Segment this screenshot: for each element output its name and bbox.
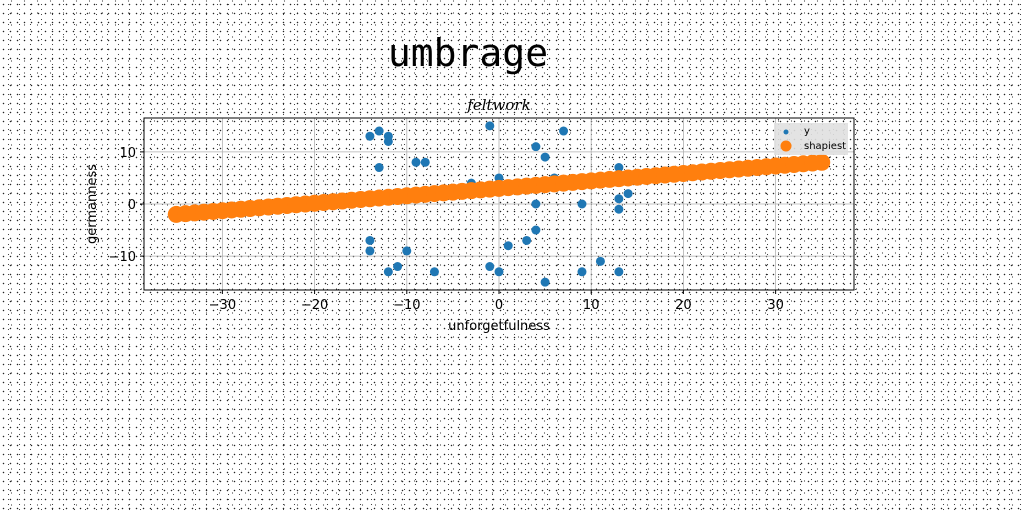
data-point-y — [365, 131, 375, 141]
data-point-y — [485, 121, 495, 131]
data-point-y — [411, 157, 421, 167]
data-point-y — [374, 126, 384, 136]
x-tick-label: 20 — [675, 298, 692, 313]
data-point-y — [623, 189, 633, 199]
y-tick-label: −10 — [109, 250, 136, 265]
axis-ticks: −30 −20 −10 0 10 20 30 −10 0 10 — [109, 146, 784, 313]
data-point-y — [531, 142, 541, 152]
series-shapiest — [167, 153, 831, 223]
data-point-y — [540, 277, 550, 287]
legend-marker-y — [783, 129, 789, 135]
data-point-y — [614, 163, 624, 173]
data-point-y — [577, 199, 587, 209]
data-point-y — [540, 152, 550, 162]
data-point-y — [531, 225, 541, 235]
data-point-y — [559, 126, 569, 136]
x-tick-label: −20 — [301, 298, 328, 313]
plot-title: feltwork — [466, 96, 530, 114]
legend-marker-shapiest — [780, 140, 792, 152]
data-point-y — [374, 163, 384, 173]
series-y — [365, 121, 633, 287]
y-tick-label: 10 — [119, 146, 136, 161]
data-point-y — [522, 235, 532, 245]
data-point-shapiest — [813, 153, 831, 171]
x-tick-label: 30 — [767, 298, 784, 313]
x-tick-label: 0 — [495, 298, 503, 313]
data-point-y — [402, 246, 412, 256]
y-axis-label: germanness — [85, 164, 100, 244]
data-point-y — [614, 267, 624, 277]
y-tick-label: 0 — [128, 198, 136, 213]
data-point-y — [494, 267, 504, 277]
chart-suptitle: umbrage — [387, 31, 549, 75]
data-point-y — [485, 262, 495, 272]
legend-label-shapiest: shapiest — [804, 141, 846, 152]
x-tick-label: 10 — [583, 298, 600, 313]
data-point-y — [429, 267, 439, 277]
data-point-y — [614, 194, 624, 204]
x-tick-label: −30 — [209, 298, 236, 313]
legend-label-y: y — [804, 126, 810, 137]
data-point-y — [420, 157, 430, 167]
data-point-y — [393, 262, 403, 272]
x-axis-label: unforgetfulness — [448, 319, 550, 334]
data-point-y — [503, 241, 513, 251]
data-point-y — [365, 235, 375, 245]
x-tick-label: −10 — [393, 298, 420, 313]
legend: y shapiest — [774, 123, 848, 155]
data-point-y — [595, 256, 605, 266]
data-point-y — [531, 199, 541, 209]
data-point-y — [365, 246, 375, 256]
data-point-y — [383, 267, 393, 277]
data-point-y — [577, 267, 587, 277]
data-point-y — [614, 204, 624, 214]
data-point-y — [383, 136, 393, 146]
